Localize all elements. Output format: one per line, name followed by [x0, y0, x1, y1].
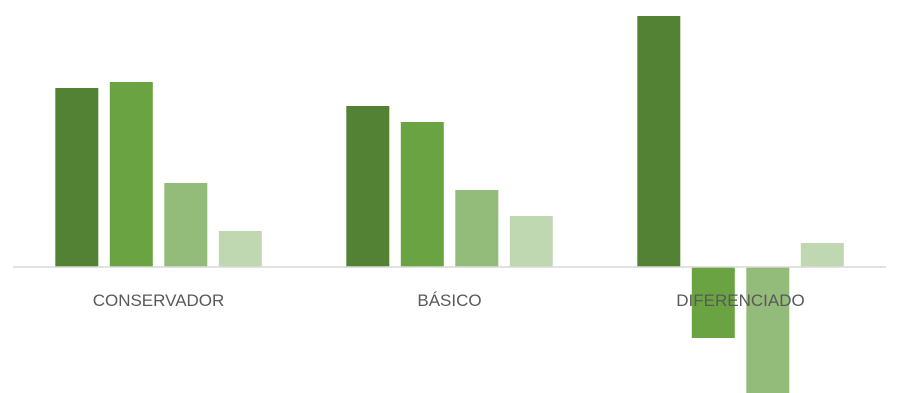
bar-diferenciado-series-4 — [800, 243, 844, 267]
bar-básico-series-1 — [346, 106, 390, 267]
category-labels: CONSERVADOR BÁSICO DIFERENCIADO — [93, 291, 805, 310]
bar-diferenciado-series-2 — [691, 267, 735, 338]
bar-diferenciado-series-3 — [746, 267, 790, 393]
bar-diferenciado-series-1 — [637, 16, 681, 267]
bar-conservador-series-1 — [55, 88, 99, 267]
bar-conservador-series-4 — [218, 231, 262, 267]
category-label: BÁSICO — [417, 291, 481, 310]
bar-conservador-series-3 — [164, 183, 208, 267]
bar-conservador-series-2 — [109, 82, 153, 267]
category-label: CONSERVADOR — [93, 291, 225, 310]
bar-básico-series-3 — [455, 190, 499, 267]
bar-básico-series-2 — [400, 122, 444, 267]
bar-básico-series-4 — [509, 216, 553, 267]
category-label: DIFERENCIADO — [676, 291, 804, 310]
bars-group — [55, 16, 844, 393]
